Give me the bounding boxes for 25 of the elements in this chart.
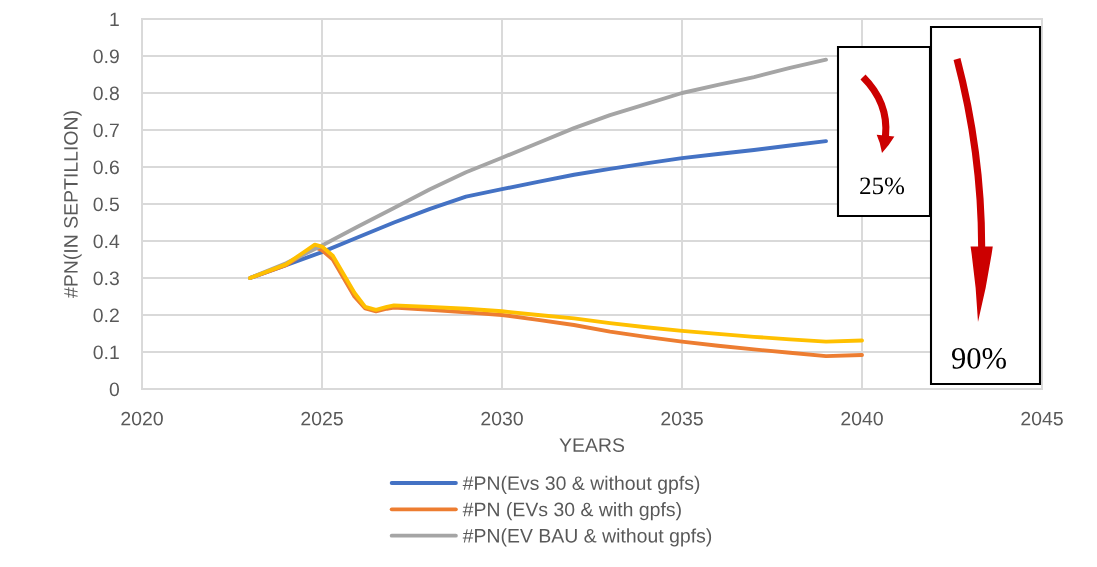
y-tick-label: 0.8 <box>93 86 119 101</box>
legend-label: #PN(EV BAU & without gpfs) <box>462 528 712 547</box>
y-tick-label: 0.2 <box>93 308 119 323</box>
x-tick-label: 2040 <box>841 411 883 426</box>
x-tick-label: 2045 <box>1021 411 1063 426</box>
x-tick-label: 2020 <box>121 411 163 426</box>
annotation: 90% <box>951 348 1006 369</box>
y-tick-label: 0.9 <box>93 49 119 64</box>
y-tick-label: 0.5 <box>93 197 119 212</box>
x-tick-label: 2025 <box>301 411 343 426</box>
y-tick-label: 1 <box>110 12 119 27</box>
y-tick-label: 0.4 <box>93 234 120 249</box>
y-tick-label: 0.6 <box>93 160 119 175</box>
x-tick-label: 2035 <box>661 411 703 426</box>
y-tick-label: 0.1 <box>93 345 119 360</box>
x-tick-label: 2030 <box>481 411 523 426</box>
y-axis-title: #PN(IN SEPTILLION) <box>63 111 82 298</box>
y-tick-label: 0.3 <box>93 271 119 286</box>
legend-label: #PN (EVs 30 & with gpfs) <box>462 502 681 521</box>
line-series <box>248 242 864 344</box>
y-tick-label: 0.7 <box>93 123 119 138</box>
x-axis-title: YEARS <box>559 438 625 452</box>
annotation: 25% <box>860 177 905 195</box>
legend-label: #PN(Evs 30 & without gpfs) <box>462 475 700 494</box>
y-tick-label: 0 <box>109 382 120 397</box>
